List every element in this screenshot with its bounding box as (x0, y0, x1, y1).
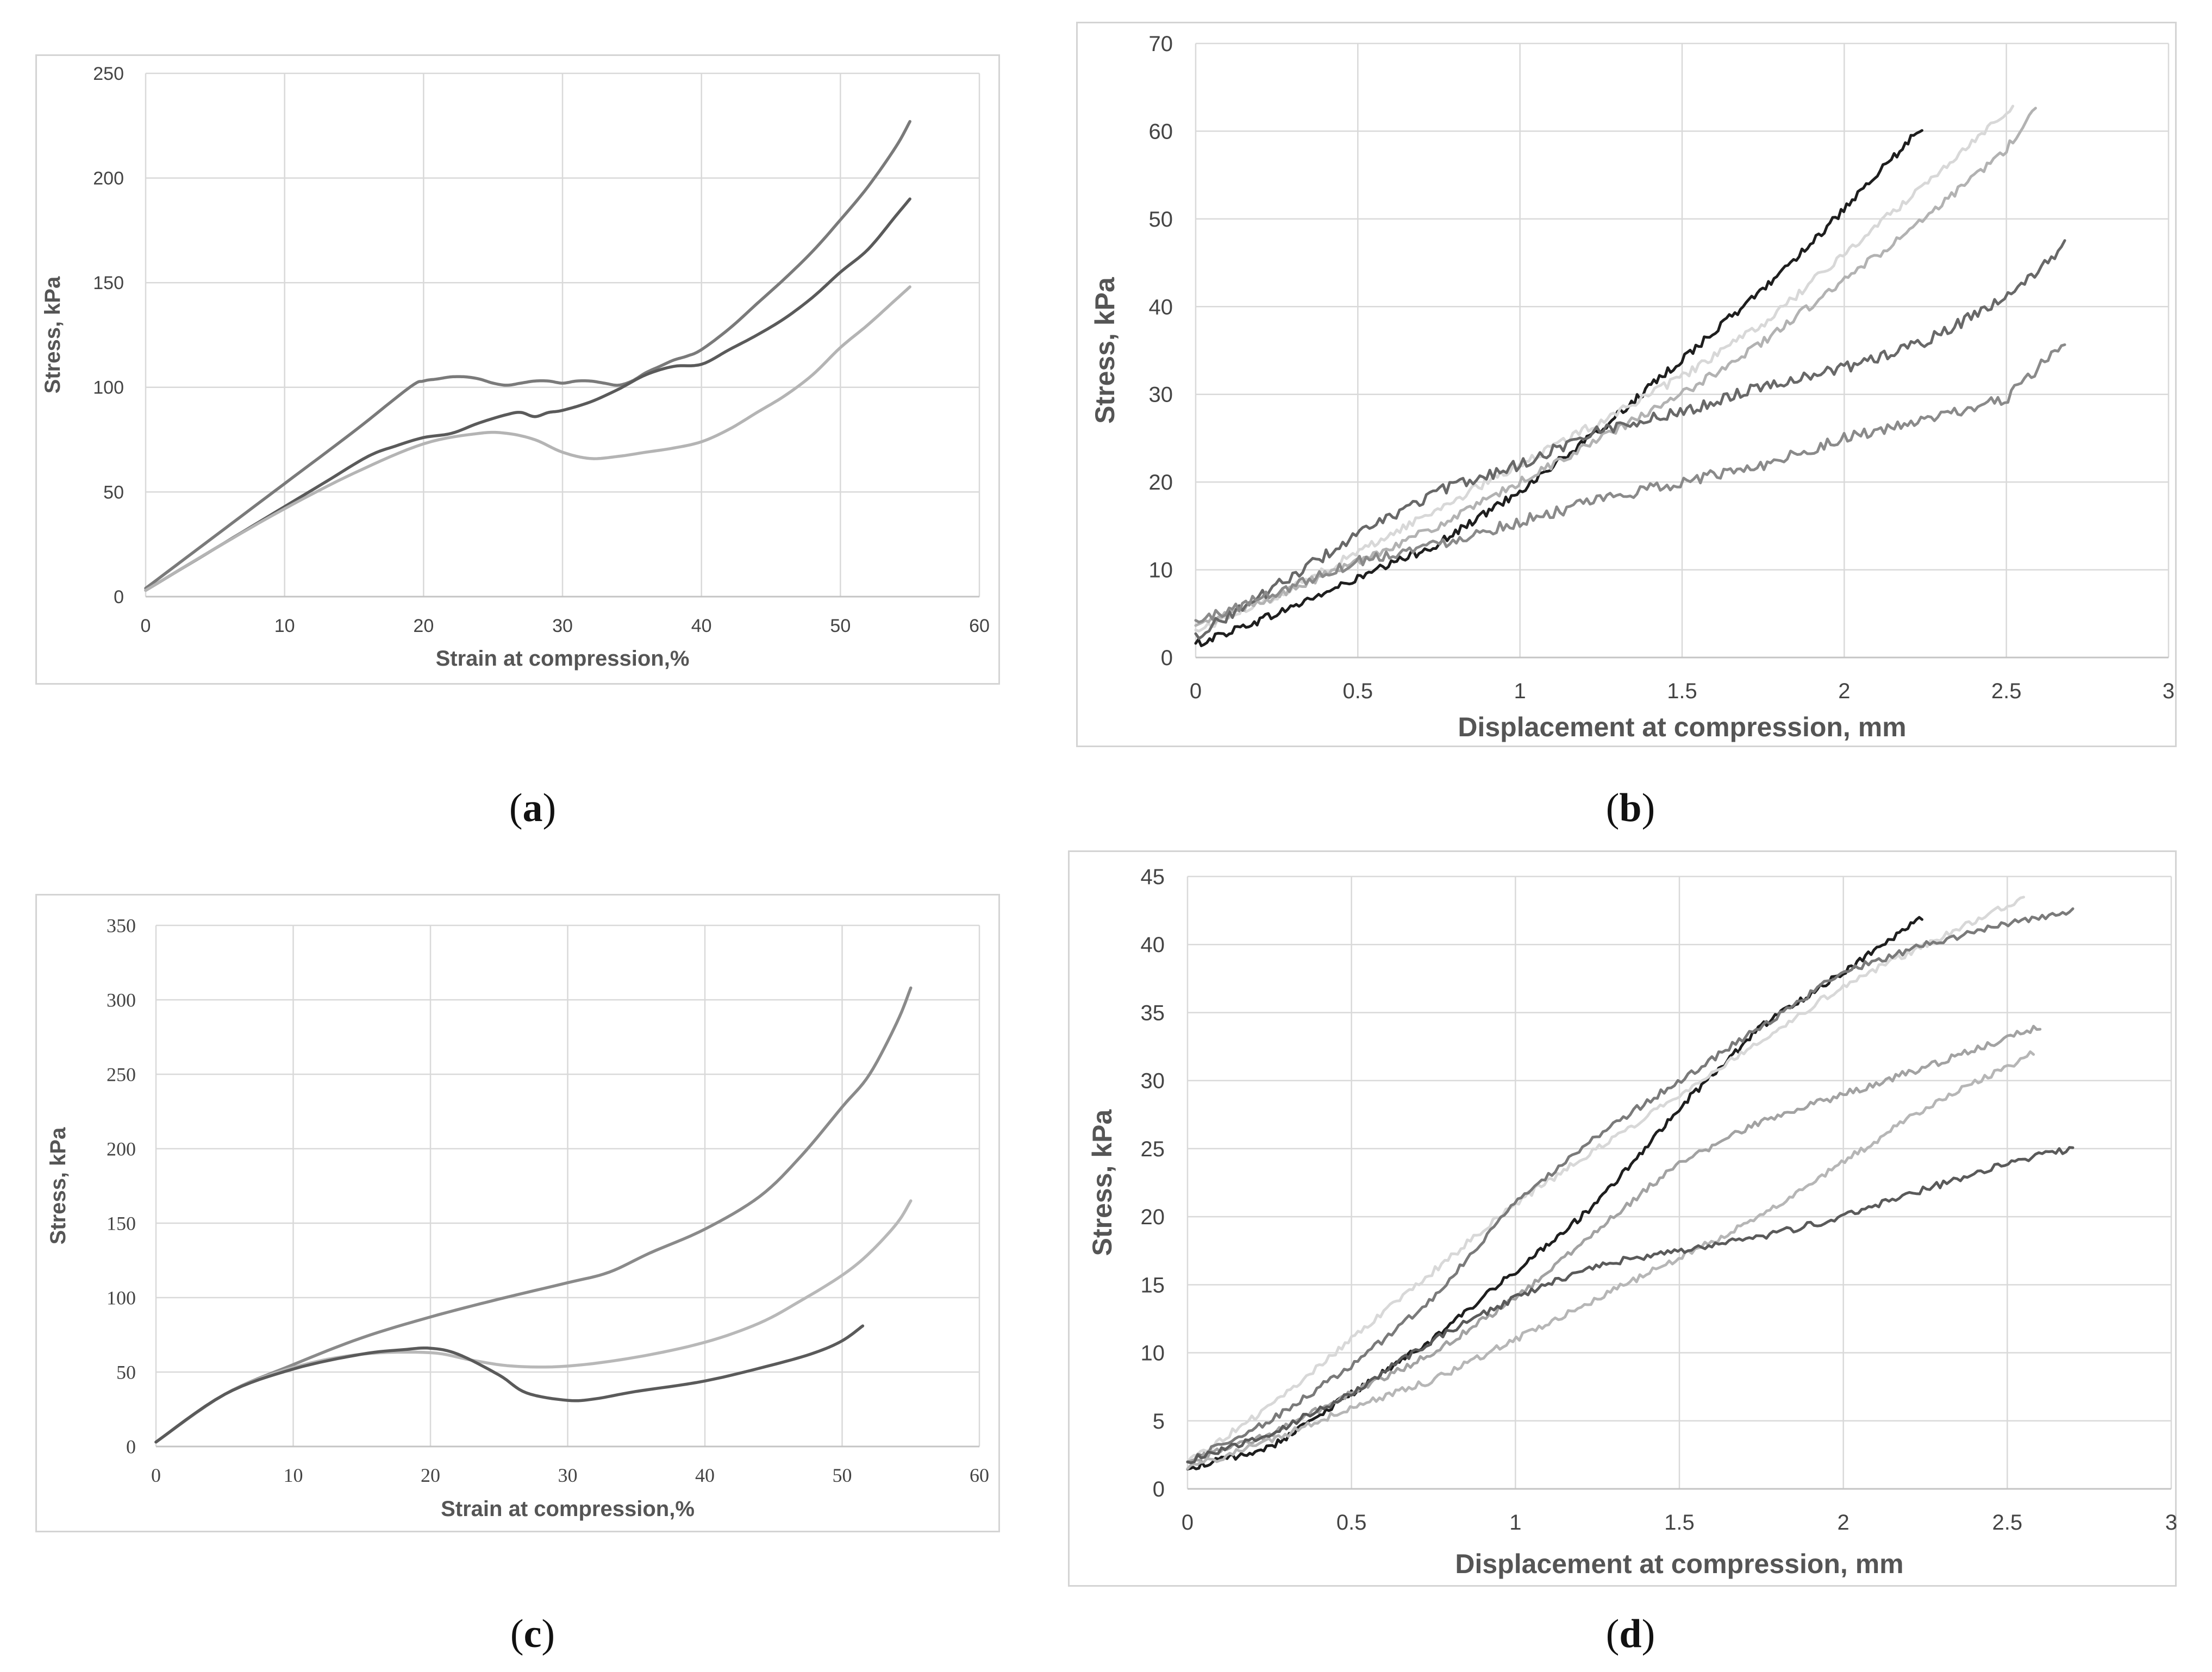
x-tick-label: 3 (2165, 1511, 2177, 1535)
y-tick-label: 50 (116, 1362, 136, 1383)
series-line-3 (1186, 907, 2074, 1464)
y-tick-label: 50 (103, 482, 124, 503)
y-tick-label: 60 (1149, 120, 1173, 143)
y-tick-label: 40 (1141, 933, 1165, 957)
series-line-2 (144, 197, 911, 592)
x-tick-label: 30 (558, 1464, 578, 1486)
y-tick-label: 30 (1149, 383, 1173, 407)
series-line-1 (154, 986, 913, 1444)
series-line-2 (1186, 896, 2025, 1464)
x-tick-label: 0 (1182, 1511, 1194, 1535)
y-tick-label: 150 (107, 1213, 136, 1235)
grid (155, 924, 980, 1448)
series-line-3 (154, 1324, 865, 1444)
series-line-3 (1194, 107, 2037, 627)
x-tick-label: 60 (970, 1464, 989, 1486)
y-tick-label: 150 (93, 273, 124, 293)
y-axis-title: Stress, kPa (46, 1127, 70, 1244)
x-tick-label: 1 (1509, 1511, 1521, 1535)
y-tick-label: 15 (1141, 1273, 1165, 1297)
y-tick-label: 35 (1141, 1001, 1165, 1025)
panel-a-frame (35, 54, 1000, 685)
y-tick-label: 70 (1149, 32, 1173, 56)
x-axis-title: Displacement at compression, mm (1455, 1549, 1903, 1579)
series-line-3 (144, 285, 911, 592)
y-tick-label: 30 (1141, 1069, 1165, 1093)
caption-a: (a) (509, 786, 557, 830)
x-tick-label: 40 (691, 616, 712, 636)
x-tick-label: 1 (1514, 679, 1526, 703)
y-tick-label: 5 (1153, 1410, 1165, 1433)
series-line-6 (1186, 1146, 2074, 1464)
y-tick-label: 25 (1141, 1137, 1165, 1161)
y-axis-title: Stress, kPa (1090, 277, 1120, 424)
series-line-4 (1194, 239, 2066, 640)
x-tick-label: 30 (552, 616, 573, 636)
panel-b-frame (1076, 22, 2177, 747)
y-tick-label: 300 (107, 990, 136, 1011)
x-tick-label: 0.5 (1343, 679, 1373, 703)
y-tick-label: 250 (107, 1064, 136, 1086)
y-axis-title: Stress, kPa (1087, 1109, 1117, 1256)
x-tick-label: 2.5 (1992, 1511, 2023, 1535)
x-tick-label: 50 (830, 616, 851, 636)
grid (1195, 42, 2170, 659)
series-line-4 (1186, 1025, 2042, 1464)
y-tick-label: 350 (107, 915, 136, 937)
y-tick-label: 20 (1141, 1205, 1165, 1229)
y-tick-label: 0 (1161, 646, 1173, 670)
panel-d-frame (1068, 850, 2177, 1587)
x-tick-label: 2 (1838, 1511, 1849, 1535)
y-axis-title: Stress, kPa (41, 276, 65, 393)
y-tick-label: 200 (107, 1138, 136, 1160)
x-tick-label: 20 (413, 616, 434, 636)
x-tick-label: 0 (1190, 679, 1202, 703)
y-tick-label: 200 (93, 168, 124, 189)
x-tick-label: 20 (421, 1464, 440, 1486)
x-tick-label: 2.5 (1991, 679, 2022, 703)
y-tick-label: 40 (1149, 295, 1173, 319)
series-line-5 (1194, 343, 2066, 624)
y-tick-label: 0 (1153, 1477, 1165, 1501)
y-tick-label: 50 (1149, 208, 1173, 231)
x-tick-label: 1.5 (1664, 1511, 1695, 1535)
y-tick-label: 100 (93, 378, 124, 398)
y-tick-label: 250 (93, 64, 124, 84)
x-tick-label: 0 (151, 1464, 161, 1486)
x-axis-title: Strain at compression,% (441, 1497, 695, 1521)
y-tick-label: 10 (1141, 1342, 1165, 1366)
x-tick-label: 10 (274, 616, 295, 636)
x-tick-label: 40 (695, 1464, 715, 1486)
x-tick-label: 3 (2163, 679, 2174, 703)
caption-b: (b) (1605, 786, 1655, 830)
x-axis-title: Strain at compression,% (436, 647, 690, 671)
x-tick-label: 50 (833, 1464, 852, 1486)
x-tick-label: 0 (141, 616, 151, 636)
series-line-1 (1194, 129, 1923, 647)
y-tick-label: 100 (107, 1287, 136, 1309)
y-tick-label: 10 (1149, 559, 1173, 583)
y-tick-label: 0 (114, 587, 124, 608)
y-tick-label: 0 (126, 1436, 136, 1458)
caption-c: (c) (510, 1612, 555, 1656)
x-tick-label: 0.5 (1336, 1511, 1367, 1535)
grid (1186, 875, 2172, 1490)
x-tick-label: 60 (969, 616, 990, 636)
y-tick-label: 20 (1149, 471, 1173, 494)
series-line-5 (1186, 1050, 2035, 1470)
x-tick-label: 10 (284, 1464, 303, 1486)
series-line-1 (144, 120, 911, 590)
x-tick-label: 2 (1838, 679, 1850, 703)
x-tick-label: 1.5 (1667, 679, 1697, 703)
y-tick-label: 45 (1141, 865, 1165, 889)
caption-d: (d) (1605, 1612, 1655, 1656)
x-axis-title: Displacement at compression, mm (1458, 712, 1906, 742)
